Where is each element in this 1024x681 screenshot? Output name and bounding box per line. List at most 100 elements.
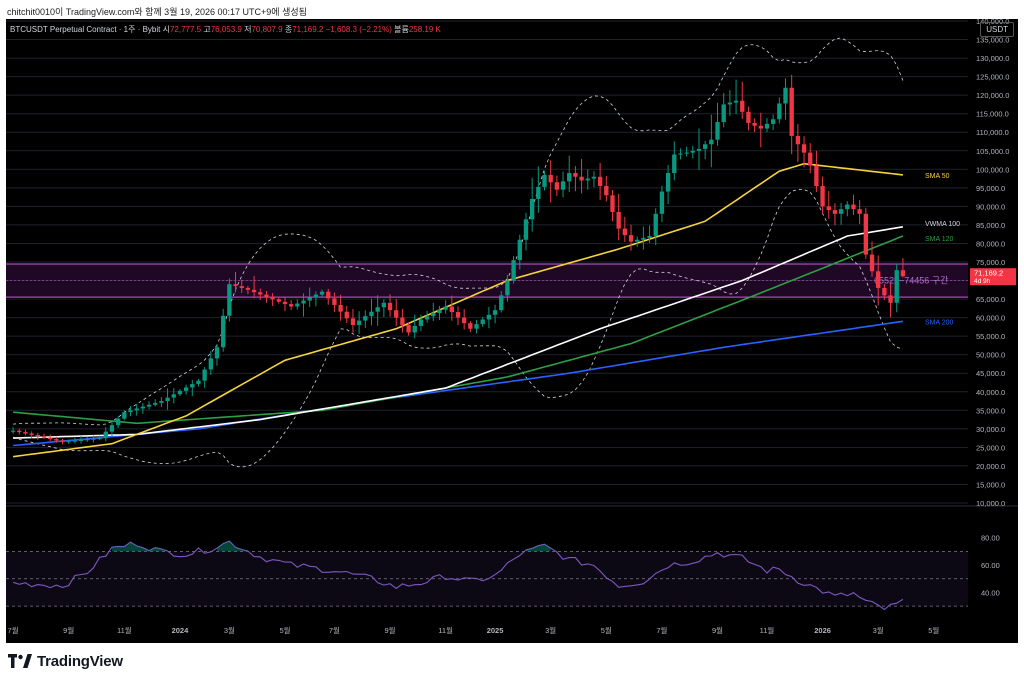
candle-body	[727, 102, 733, 105]
candle-body	[239, 286, 244, 288]
candle-body	[499, 295, 504, 311]
candle-body	[826, 206, 831, 211]
candle-body	[517, 239, 522, 261]
candle-body	[808, 152, 813, 166]
candle-body	[153, 402, 158, 405]
time-tick-label: 2026	[814, 626, 831, 635]
candle-body	[128, 410, 133, 413]
candle-body	[276, 299, 281, 302]
time-tick-label: 9월	[712, 625, 723, 635]
candle-body	[437, 309, 442, 313]
candle-body	[35, 434, 40, 437]
open-value: 72,777.5	[169, 25, 202, 34]
indicator-label: SMA 120	[925, 236, 954, 243]
candle-body	[221, 315, 226, 348]
candle-body	[418, 319, 424, 326]
candles	[10, 74, 906, 445]
candle-body	[795, 135, 801, 145]
chart-panel[interactable]: 65529~74456 구간 140,000.0 135,000.0 130,000…	[6, 19, 1018, 643]
countdown-value: 4d 9h	[974, 278, 991, 285]
price-tick-label: 20,000.0	[976, 462, 1005, 471]
candle-body	[863, 213, 868, 255]
time-tick-label: 7월	[329, 625, 340, 635]
candle-body	[536, 186, 541, 199]
candle-body	[696, 148, 702, 151]
candle-body	[703, 144, 708, 149]
indicator-label: SMA 200	[925, 319, 954, 326]
candle-body	[140, 406, 146, 409]
candle-body	[752, 122, 757, 126]
rsi-line	[12, 540, 904, 611]
price-tick-label: 55,000.0	[976, 332, 1005, 341]
indicator-labels: 71,169.24d 9h SMA 50 VWMA 100 SMA 120 SMA 20…	[925, 173, 1016, 326]
time-tick-label: 2024	[172, 626, 190, 635]
candle-body	[604, 185, 609, 196]
candle-body	[560, 181, 566, 190]
candle-body	[394, 310, 399, 318]
candle-body	[869, 254, 875, 272]
candle-body	[678, 153, 683, 155]
price-tick-label: 110,000.0	[976, 128, 1009, 137]
candle-body	[190, 384, 195, 388]
candle-body	[876, 271, 881, 288]
candle-body	[832, 210, 838, 214]
candle-body	[758, 125, 763, 129]
change-value: −1,608.3 (−2.21%)	[325, 25, 392, 34]
candle-body	[622, 228, 628, 236]
candle-body	[369, 311, 374, 317]
price-tick-label: 65,000.0	[976, 295, 1005, 304]
currency-button[interactable]: USDT	[980, 22, 1014, 37]
price-tick-label: 125,000.0	[976, 73, 1009, 82]
chart-svg[interactable]: 65529~74456 구간 140,000.0135,000.0130,000…	[6, 19, 1018, 643]
tradingview-logo[interactable]: TradingView	[8, 652, 123, 670]
price-tick-label: 75,000.0	[976, 258, 1005, 267]
time-tick-label: 5월	[928, 625, 939, 635]
candle-body	[635, 239, 640, 242]
last-price-tag	[970, 268, 1016, 286]
candle-body	[653, 213, 658, 237]
candle-body	[659, 191, 665, 214]
candle-body	[85, 439, 90, 441]
candle-body	[381, 302, 387, 308]
rsi-indicator	[12, 540, 904, 611]
candle-body	[60, 440, 65, 442]
price-tick-label: 50,000.0	[976, 351, 1005, 360]
snapshot-caption: chitchit0010이 TradingView.com와 함께 3월 19,…	[7, 7, 307, 17]
time-tick-label: 5월	[279, 625, 290, 635]
candle-body	[777, 103, 782, 120]
price-tick-label: 85,000.0	[976, 221, 1005, 230]
candle-body	[740, 100, 745, 112]
candle-body	[838, 209, 844, 214]
candle-body	[319, 291, 325, 295]
time-tick-label: 9월	[384, 625, 395, 635]
candle-body	[103, 431, 108, 439]
price-tick-label: 105,000.0	[976, 147, 1009, 156]
time-tick-label: 7월	[8, 625, 19, 635]
time-tick-label: 3월	[873, 625, 884, 635]
indicator-label: VWMA 100	[925, 221, 960, 228]
candle-body	[183, 387, 189, 391]
candle-body	[332, 298, 337, 306]
candle-body	[591, 176, 597, 179]
candle-body	[573, 173, 578, 177]
rsi-tick-label: 60.00	[981, 561, 1000, 570]
candle-body	[338, 305, 343, 312]
candle-body	[529, 198, 535, 220]
price-tick-label: 100,000.0	[976, 165, 1009, 174]
candle-body	[196, 380, 201, 385]
candle-body	[820, 185, 825, 207]
candle-body	[264, 294, 269, 297]
candle-body	[171, 394, 176, 398]
candle-body	[91, 438, 96, 440]
candle-body	[492, 310, 498, 315]
price-tick-label: 95,000.0	[976, 184, 1005, 193]
candle-body	[387, 302, 393, 311]
axes: 140,000.0135,000.0130,000.0125,000.0120,…	[8, 19, 1010, 635]
candle-body	[690, 150, 695, 153]
candle-body	[665, 173, 671, 192]
candle-body	[375, 307, 380, 312]
rsi-overbought-fill	[217, 541, 248, 552]
candle-body	[115, 418, 121, 426]
close-label: 종	[284, 25, 293, 34]
candle-body	[672, 154, 677, 174]
